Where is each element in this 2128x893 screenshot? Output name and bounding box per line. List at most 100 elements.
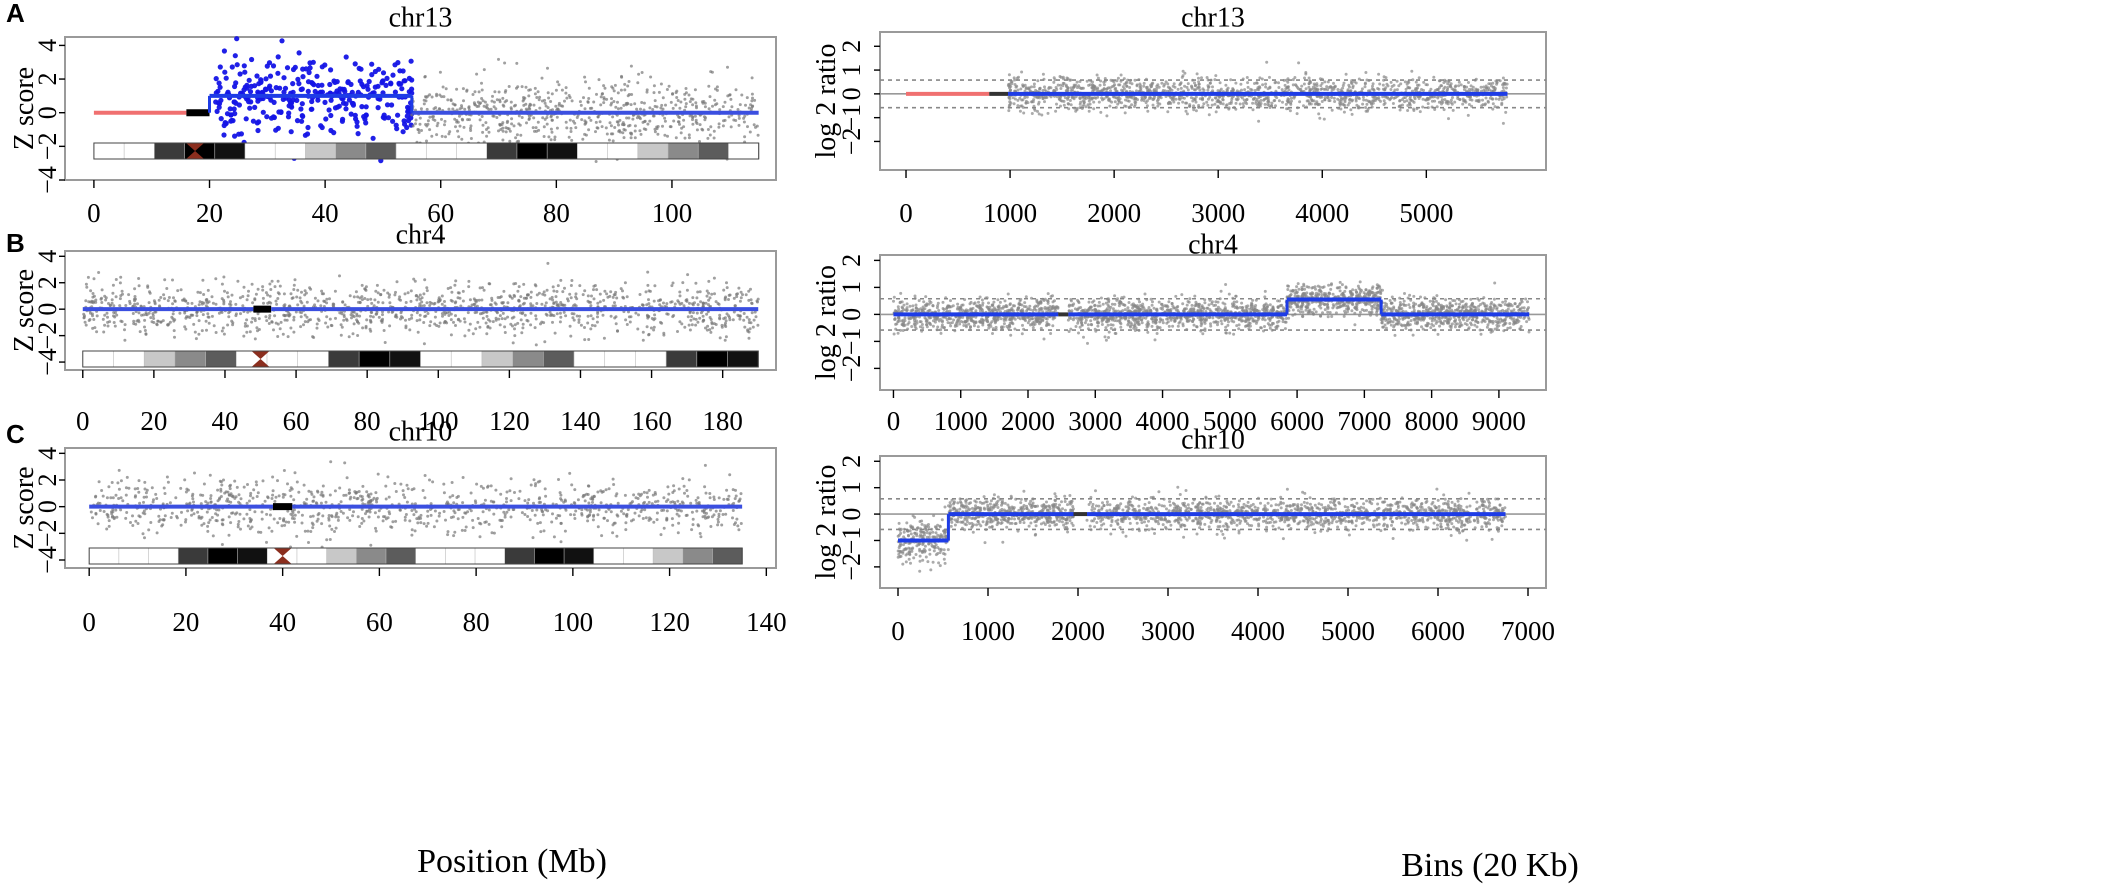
data-point	[986, 320, 990, 324]
data-point	[754, 315, 758, 319]
data-point	[1056, 83, 1060, 87]
data-point	[123, 328, 126, 332]
data-point	[91, 301, 95, 305]
data-point	[467, 328, 471, 332]
data-point	[595, 288, 599, 292]
data-point	[900, 323, 904, 326]
data-point	[1069, 86, 1073, 90]
data-point	[221, 326, 225, 330]
data-point	[633, 136, 637, 140]
y-tick-label: 0	[33, 303, 62, 316]
data-point	[658, 298, 662, 302]
data-point	[171, 302, 175, 306]
data-point	[542, 290, 546, 294]
data-point	[570, 138, 574, 142]
data-point	[343, 54, 349, 60]
data-point	[690, 315, 694, 318]
data-point	[706, 324, 710, 328]
data-point	[622, 103, 626, 107]
data-point	[549, 100, 553, 103]
data-point	[226, 323, 230, 327]
data-point	[261, 285, 265, 289]
data-point	[1019, 297, 1023, 301]
x-axis-label-right: Bins (20 Kb)	[1401, 847, 1579, 884]
data-point	[449, 298, 453, 302]
data-point	[653, 284, 657, 288]
data-point	[442, 95, 446, 99]
data-point	[914, 306, 918, 310]
data-point	[387, 295, 391, 299]
data-point	[1192, 108, 1196, 112]
data-point	[928, 321, 932, 325]
data-point	[1264, 82, 1268, 86]
data-point	[319, 89, 325, 95]
data-point	[454, 314, 457, 318]
data-point	[1405, 82, 1409, 86]
data-point	[325, 301, 329, 305]
x-tick-label: 20	[196, 198, 223, 228]
data-point	[638, 293, 642, 296]
data-point	[345, 318, 349, 322]
data-point	[406, 89, 412, 95]
data-point	[1048, 305, 1052, 308]
data-point	[1216, 89, 1220, 93]
data-point	[1005, 325, 1009, 328]
data-point	[1382, 103, 1386, 106]
data-point	[1135, 84, 1139, 88]
data-point	[1343, 104, 1347, 107]
data-point	[700, 100, 704, 104]
data-point	[680, 301, 684, 305]
data-point	[1179, 86, 1183, 90]
data-point	[1361, 102, 1365, 106]
data-point	[1012, 76, 1016, 80]
data-point	[694, 118, 698, 122]
data-point	[1219, 289, 1223, 293]
data-point	[275, 54, 281, 60]
data-point	[133, 302, 137, 306]
data-point	[666, 134, 669, 138]
data-point	[963, 298, 967, 302]
data-point	[1322, 117, 1326, 121]
data-point	[1004, 316, 1008, 320]
data-point	[571, 119, 575, 123]
data-point	[678, 116, 682, 119]
data-point	[900, 305, 904, 309]
data-point	[501, 96, 505, 100]
data-point	[495, 98, 499, 102]
data-point	[267, 73, 274, 79]
data-point	[1329, 85, 1333, 88]
data-point	[1372, 99, 1376, 103]
data-point	[1253, 96, 1257, 100]
data-point	[953, 329, 957, 333]
data-point	[749, 321, 753, 325]
data-point	[1030, 322, 1034, 326]
data-point	[978, 295, 982, 299]
data-point	[892, 332, 896, 336]
data-point	[1194, 95, 1198, 99]
data-point	[596, 315, 599, 319]
data-point	[1072, 95, 1076, 99]
data-point	[1302, 82, 1306, 86]
data-point	[216, 80, 222, 86]
data-point	[645, 90, 649, 94]
data-point	[195, 314, 199, 318]
data-point	[1310, 99, 1314, 103]
data-point	[119, 275, 123, 279]
data-point	[1418, 110, 1422, 114]
data-point	[569, 130, 573, 133]
data-point	[156, 319, 160, 323]
data-point	[1145, 104, 1149, 108]
data-point	[756, 133, 760, 137]
data-point	[1348, 85, 1351, 89]
data-point	[1138, 82, 1142, 86]
data-point	[1315, 82, 1319, 86]
data-point	[250, 118, 256, 124]
data-point	[583, 119, 587, 123]
data-point	[1336, 88, 1340, 91]
data-point	[615, 120, 619, 124]
data-point	[112, 304, 116, 308]
data-point	[742, 318, 746, 322]
data-point	[440, 95, 444, 99]
data-point	[1328, 99, 1332, 103]
data-point	[1035, 317, 1039, 321]
